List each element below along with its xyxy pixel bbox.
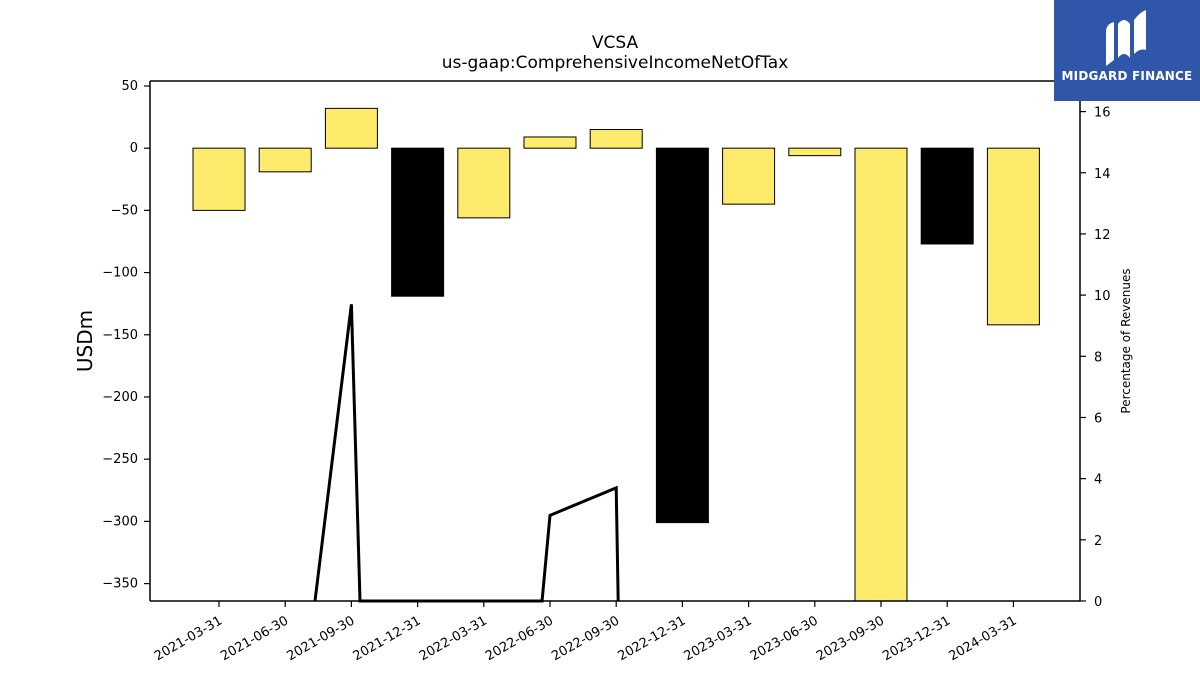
x-tick-label: 2023-09-30: [814, 613, 887, 664]
line-group: [313, 304, 620, 603]
y2-tick-label: 8: [1094, 350, 1102, 365]
x-tick-label: 2022-12-31: [615, 613, 688, 664]
y2-tick-label: 16: [1094, 106, 1111, 121]
y-tick-label: −150: [102, 328, 138, 343]
midgard-logo-text: MIDGARD FINANCE: [1061, 69, 1193, 83]
x-tick-label: 2024-03-31: [946, 613, 1019, 664]
x-tick-label: 2021-12-31: [351, 613, 424, 664]
bar-2023-06-30: [788, 147, 842, 157]
bar-2021-06-30: [258, 147, 312, 173]
percentage-line: [313, 304, 620, 603]
bar-2022-03-31: [457, 147, 511, 219]
x-tick-label: 2023-06-30: [748, 613, 821, 664]
midgard-logo: MIDGARD FINANCE: [1054, 0, 1200, 101]
bar-2022-06-30: [523, 136, 577, 149]
x-tick-label: 2021-09-30: [284, 613, 357, 664]
bars-group: [192, 107, 1040, 602]
bar-2022-09-30: [589, 129, 643, 149]
y2-tick-label: 0: [1094, 595, 1102, 610]
bar-2023-09-30: [854, 147, 908, 602]
bar-2021-09-30: [324, 107, 378, 149]
bar-2024-03-31: [986, 147, 1040, 326]
y2-tick-label: 14: [1094, 167, 1111, 182]
y-tick-label: −250: [102, 452, 138, 467]
y-tick-label: −350: [102, 577, 138, 592]
y2-tick-label: 6: [1094, 411, 1102, 426]
midgard-logo-icon: [1106, 10, 1146, 66]
y-tick-label: −300: [102, 514, 138, 529]
y2-tick-label: 4: [1094, 473, 1102, 488]
chart-subtitle: us-gaap:ComprehensiveIncomeNetOfTax: [442, 53, 789, 73]
x-tick-label: 2023-12-31: [880, 613, 953, 664]
bar-2021-03-31: [192, 147, 246, 211]
x-tick-label: 2022-09-30: [549, 613, 622, 664]
bar-2022-12-31: [655, 147, 709, 524]
y-axis-label: USDm: [73, 310, 97, 372]
y2-tick-label: 12: [1094, 228, 1111, 243]
y2-tick-label: 10: [1094, 289, 1111, 304]
bar-2023-03-31: [722, 147, 776, 205]
x-tick-label: 2023-03-31: [682, 613, 755, 664]
y-tick-label: 0: [130, 141, 138, 156]
y2-tick-label: 2: [1094, 534, 1102, 549]
x-tick-label: 2022-06-30: [483, 613, 556, 664]
y2-axis-label: Percentage of Revenues: [1119, 268, 1133, 413]
y-tick-label: −50: [111, 203, 138, 218]
y-tick-label: −100: [102, 266, 138, 281]
chart-title: VCSA: [592, 33, 639, 53]
y-tick-label: −200: [102, 390, 138, 405]
bar-2021-12-31: [391, 147, 445, 297]
x-tick-label: 2021-03-31: [152, 613, 225, 664]
x-tick-label: 2022-03-31: [417, 613, 490, 664]
x-tick-label: 2021-06-30: [218, 613, 291, 664]
bar-2023-12-31: [920, 147, 974, 245]
y-tick-label: 50: [121, 79, 138, 94]
